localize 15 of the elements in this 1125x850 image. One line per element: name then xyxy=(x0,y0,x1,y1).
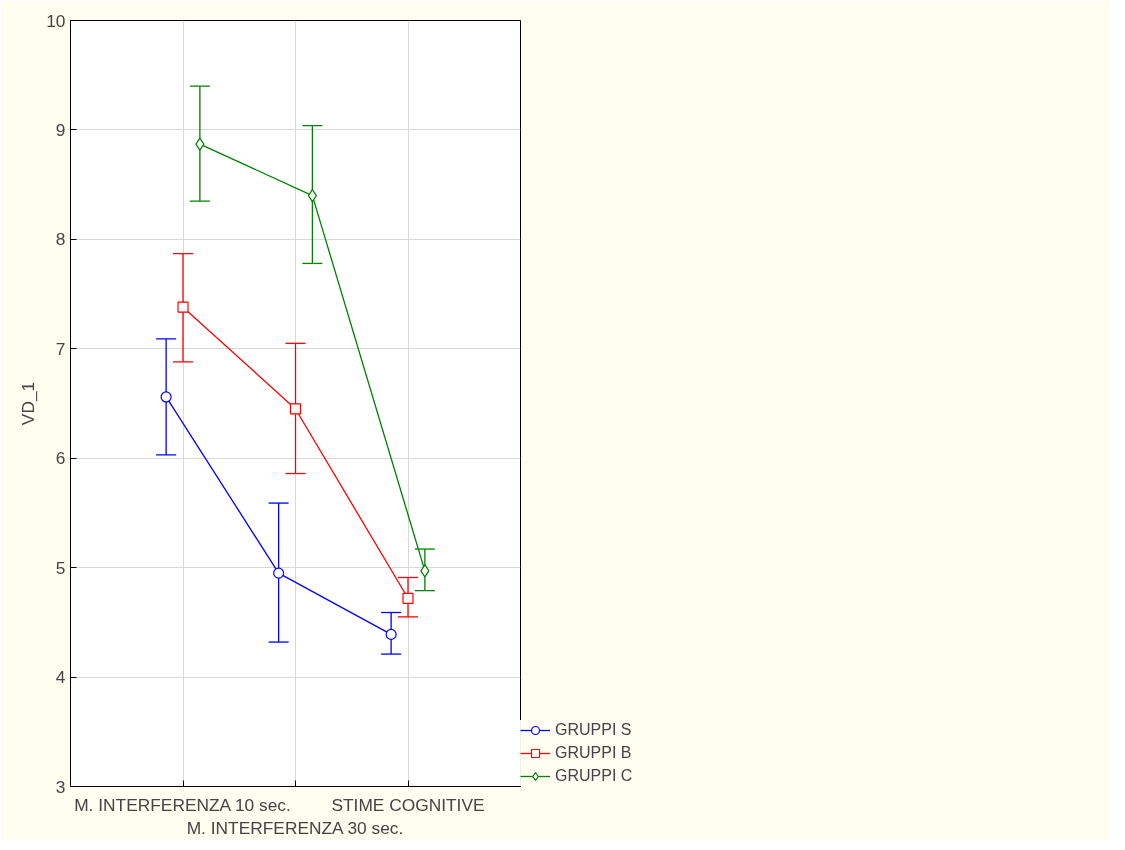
x-tick-label: M. INTERFERENZA 30 sec. xyxy=(186,817,404,838)
y-tick-label: 7 xyxy=(55,338,66,359)
y-tick-label: 6 xyxy=(55,448,66,469)
legend-label: GRUPPI B xyxy=(555,744,632,762)
x-tick-label: STIME COGNITIVE xyxy=(331,794,485,815)
legend-label: GRUPPI C xyxy=(555,767,633,785)
x-tick-label: M. INTERFERENZA 10 sec. xyxy=(74,794,291,815)
y-tick-label: 5 xyxy=(55,557,66,578)
legend-label: GRUPPI S xyxy=(555,721,632,739)
y-tick-label: 3 xyxy=(55,776,66,797)
y-axis-title: VD_1 xyxy=(18,381,39,426)
y-tick-label: 8 xyxy=(55,229,66,250)
y-tick-label: 9 xyxy=(55,119,66,140)
y-tick-label: 10 xyxy=(46,10,66,31)
y-tick-label: 4 xyxy=(55,667,66,688)
